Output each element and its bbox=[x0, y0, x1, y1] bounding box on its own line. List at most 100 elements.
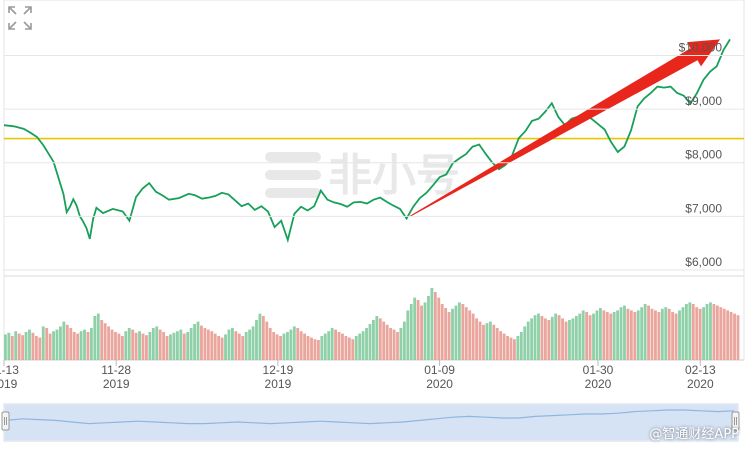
volume-bar bbox=[59, 326, 62, 360]
volume-bar bbox=[313, 339, 317, 360]
x-axis-ticks: 11-13201911-28201912-19201901-09202001-3… bbox=[0, 360, 716, 391]
volume-bar bbox=[581, 310, 585, 360]
volume-bar bbox=[65, 324, 69, 360]
x-tick-label-year: 2020 bbox=[687, 377, 714, 391]
volume-bar bbox=[736, 315, 740, 360]
navigator-left-handle[interactable] bbox=[1, 411, 10, 431]
x-tick-label-date: 12-19 bbox=[263, 363, 294, 377]
volume-bar bbox=[543, 318, 547, 360]
volume-bar bbox=[561, 318, 564, 360]
price-line bbox=[3, 38, 731, 244]
volume-bar bbox=[279, 336, 282, 360]
volume-bar bbox=[103, 323, 107, 360]
volume-bar bbox=[464, 307, 468, 360]
volume-bar bbox=[451, 308, 454, 360]
y-tick-label: $7,000 bbox=[685, 201, 722, 215]
volume-bar bbox=[454, 305, 458, 360]
volume-bar bbox=[726, 310, 730, 360]
volume-bar bbox=[213, 333, 217, 360]
volume-bar bbox=[327, 331, 331, 360]
volume-bar bbox=[378, 318, 382, 360]
volume-bar bbox=[21, 335, 25, 360]
volume-bar bbox=[200, 325, 203, 360]
navigator-right-handle[interactable] bbox=[731, 411, 740, 431]
volume-bar bbox=[416, 300, 420, 360]
volume-bar bbox=[623, 305, 626, 360]
navigator-selection[interactable] bbox=[5, 405, 737, 440]
navigator-left-handle-box[interactable] bbox=[1, 411, 10, 431]
y-tick-label: $9,000 bbox=[685, 94, 722, 108]
volume-bar bbox=[145, 335, 148, 360]
volume-bar bbox=[330, 328, 334, 360]
y-axis-ticks: $6,000 $7,000 $8,000 $9,000 $10,000 bbox=[4, 40, 744, 271]
volume-bar bbox=[241, 336, 245, 360]
volume-bar bbox=[365, 328, 368, 360]
volume-bar bbox=[255, 320, 258, 360]
volume-bar bbox=[34, 336, 38, 360]
volume-bar bbox=[175, 331, 179, 360]
volume-bar bbox=[148, 332, 152, 360]
volume-bar bbox=[134, 332, 138, 360]
x-tick-label-date: 01-30 bbox=[583, 363, 614, 377]
fullscreen-expand-icon[interactable] bbox=[6, 4, 34, 32]
source-credit: @智通财经APP bbox=[649, 427, 739, 442]
volume-bar bbox=[244, 332, 248, 360]
x-tick-label-year: 2019 bbox=[265, 377, 292, 391]
volume-bar bbox=[93, 316, 97, 360]
volume-bar bbox=[4, 334, 7, 360]
volume-bar bbox=[189, 328, 193, 360]
volume-bar bbox=[258, 313, 262, 360]
volume-bar bbox=[588, 315, 592, 360]
volume-bar bbox=[210, 331, 214, 360]
volume-bar bbox=[595, 310, 599, 360]
volume-bar bbox=[385, 324, 389, 360]
x-tick-label-year: 2019 bbox=[103, 377, 130, 391]
volume-bar bbox=[158, 329, 162, 360]
watermark-logo-bar-2 bbox=[265, 170, 321, 180]
navigator[interactable] bbox=[1, 403, 740, 442]
volume-bar bbox=[719, 307, 723, 360]
volume-bar bbox=[605, 312, 609, 360]
volume-bar bbox=[712, 304, 716, 360]
volume-bar bbox=[650, 308, 654, 360]
x-tick-label-date: 02-13 bbox=[685, 363, 716, 377]
volume-bar bbox=[657, 312, 661, 360]
volume-bar bbox=[272, 332, 276, 360]
volume-bar bbox=[127, 328, 131, 360]
volume-bar bbox=[124, 331, 128, 360]
volume-bar bbox=[107, 326, 111, 360]
volume-bar bbox=[203, 328, 207, 360]
volume-bar bbox=[48, 333, 52, 360]
volume-bar bbox=[399, 328, 403, 360]
volume-bar bbox=[444, 308, 448, 360]
volume-bar bbox=[392, 329, 396, 360]
volume-bar bbox=[69, 328, 73, 360]
volume-bar bbox=[117, 333, 121, 360]
volume-bar bbox=[41, 326, 45, 360]
volume-bar bbox=[110, 329, 114, 360]
navigator-right-handle-box[interactable] bbox=[731, 411, 740, 431]
volume-bar bbox=[660, 308, 664, 360]
volume-bar bbox=[316, 340, 320, 360]
volume-bar bbox=[643, 304, 647, 360]
volume-bar bbox=[303, 333, 307, 360]
volume-bar bbox=[320, 336, 324, 360]
volume-bar bbox=[344, 336, 348, 360]
volume-bar bbox=[674, 313, 678, 360]
volume-bar bbox=[540, 316, 544, 360]
volume-bar bbox=[396, 332, 399, 360]
volume-bar bbox=[461, 304, 465, 360]
volume-bar bbox=[602, 310, 606, 360]
volume-bar bbox=[224, 334, 227, 360]
volume-bar bbox=[79, 331, 83, 360]
volume-bar bbox=[433, 292, 437, 360]
volume-bar bbox=[186, 332, 190, 360]
volume-bar bbox=[509, 337, 513, 360]
y-tick-label: $6,000 bbox=[685, 255, 722, 269]
volume-bar bbox=[715, 305, 719, 360]
volume-bar bbox=[482, 324, 485, 360]
volume-bar bbox=[220, 337, 224, 360]
volume-bar bbox=[636, 310, 640, 360]
